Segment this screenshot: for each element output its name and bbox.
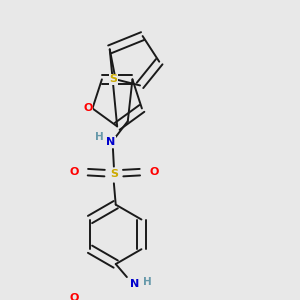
Text: S: S [110,169,118,179]
Text: N: N [130,280,139,290]
Text: N: N [106,136,116,147]
Text: O: O [69,167,79,177]
Text: O: O [83,103,92,113]
Text: H: H [143,277,152,287]
Text: H: H [95,132,103,142]
Text: S: S [110,74,118,84]
Text: O: O [149,167,158,177]
Text: O: O [69,293,79,300]
